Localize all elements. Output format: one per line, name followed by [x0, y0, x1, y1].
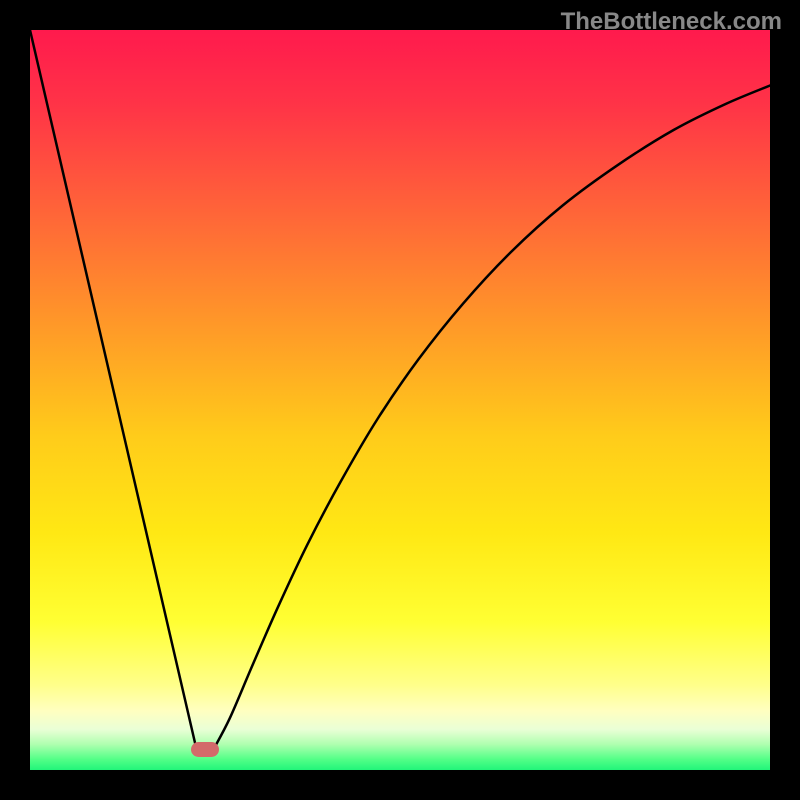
watermark-text: TheBottleneck.com [561, 8, 782, 36]
chart-container: TheBottleneck.com [0, 0, 800, 800]
plot-area [30, 30, 770, 770]
bottleneck-curve [30, 30, 770, 770]
optimal-point-marker [191, 742, 219, 757]
